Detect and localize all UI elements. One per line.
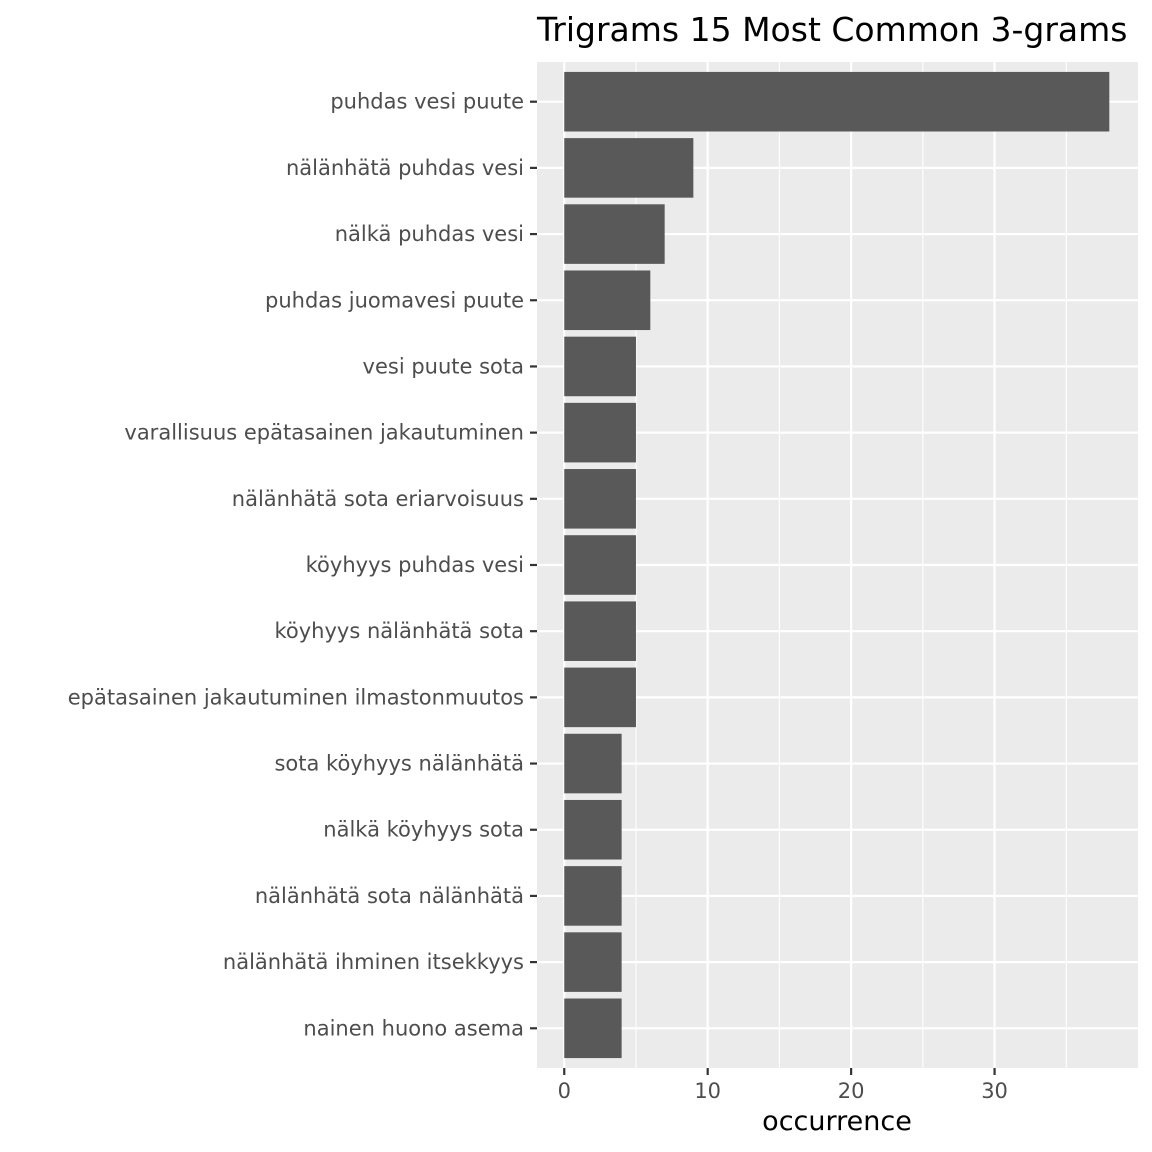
bar <box>564 204 665 264</box>
x-axis: 0 10 20 30 <box>558 1068 1008 1103</box>
y-tick-label: nälänhätä ihminen itsekkyys <box>223 950 524 974</box>
bar <box>564 71 1110 132</box>
y-tick-label: nälkä köyhyys sota <box>323 818 524 842</box>
chart-title: Trigrams 15 Most Common 3-grams <box>536 10 1127 49</box>
bar <box>564 138 694 198</box>
bar <box>564 336 636 397</box>
y-tick-label: nainen huono asema <box>303 1016 524 1040</box>
bar <box>564 799 622 860</box>
bar <box>564 270 651 331</box>
y-axis: puhdas vesi puute nälänhätä puhdas vesi nä… <box>68 90 537 1040</box>
y-tick-label: sota köyhyys nälänhätä <box>274 752 524 776</box>
y-tick-label: nälänhätä sota eriarvoisuus <box>232 487 524 511</box>
bar <box>564 469 636 529</box>
y-tick-label: köyhyys nälänhätä sota <box>274 619 524 643</box>
bar <box>564 866 622 926</box>
x-tick-label: 0 <box>558 1079 571 1103</box>
x-tick-label: 30 <box>981 1079 1008 1103</box>
bar <box>564 535 636 595</box>
y-tick-label: epätasainen jakautuminen ilmastonmuutos <box>68 685 524 709</box>
bar <box>564 402 636 463</box>
y-tick-label: nälänhätä sota nälänhätä <box>255 884 524 908</box>
y-tick-label: köyhyys puhdas vesi <box>306 553 524 577</box>
y-tick-label: nälkä puhdas vesi <box>335 222 524 246</box>
bar <box>564 667 636 728</box>
x-tick-label: 20 <box>838 1079 865 1103</box>
y-tick-label: puhdas vesi puute <box>330 90 524 114</box>
y-tick-label: varallisuus epätasainen jakautuminen <box>124 421 524 445</box>
bar <box>564 998 622 1059</box>
y-tick-label: puhdas juomavesi puute <box>265 288 524 312</box>
bar <box>564 601 636 661</box>
bar <box>564 733 622 794</box>
x-tick-label: 10 <box>694 1079 721 1103</box>
y-tick-label: nälänhätä puhdas vesi <box>286 156 524 180</box>
bar <box>564 932 622 992</box>
x-axis-title: occurrence <box>762 1106 912 1137</box>
y-tick-label: vesi puute sota <box>363 354 524 378</box>
bars <box>564 71 1110 1059</box>
